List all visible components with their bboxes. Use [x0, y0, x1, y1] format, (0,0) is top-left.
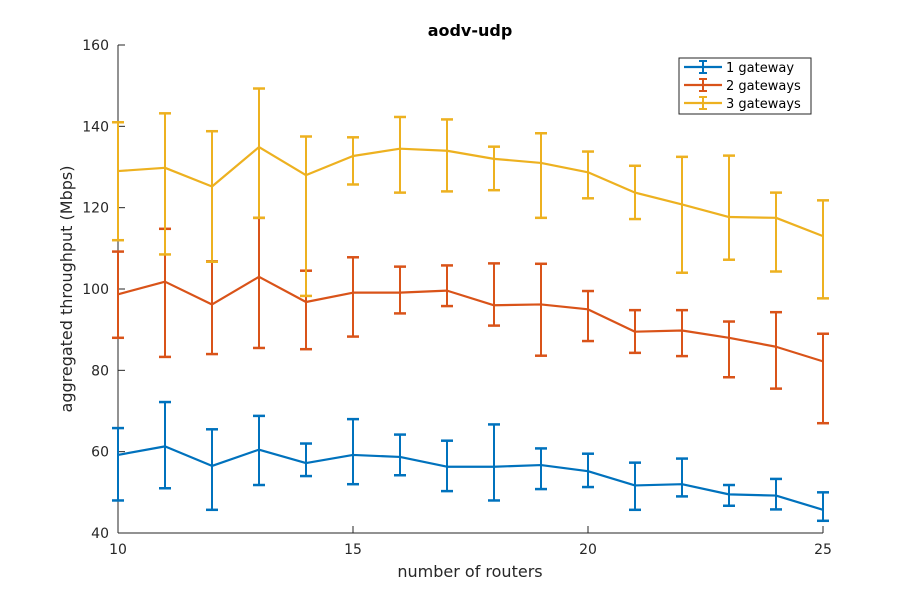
y-tick-label: 40	[91, 526, 109, 542]
series-line-3-gateways	[117, 145, 824, 238]
series-3-gateways	[112, 87, 829, 300]
y-tick-label: 60	[91, 445, 109, 461]
x-tick-label: 10	[109, 542, 127, 558]
series-line-2-gateways	[117, 275, 824, 363]
legend-label-1-gateway: 1 gateway	[726, 61, 794, 76]
y-tick-label: 120	[82, 201, 109, 217]
x-axis-label: number of routers	[397, 562, 542, 581]
series-group	[112, 87, 829, 523]
y-axis-label: aggregated throughput (Mbps)	[57, 166, 76, 413]
series-1-gateway	[112, 400, 829, 523]
legend-entry-3-gateways: 3 gateways	[684, 96, 801, 112]
legend-symbol-3-gateways	[684, 96, 722, 110]
x-tick-label: 25	[814, 542, 832, 558]
x-tick-label: 20	[579, 542, 597, 558]
legend-label-3-gateways: 3 gateways	[726, 97, 801, 112]
legend-symbol-1-gateway	[684, 60, 722, 74]
legend-symbol-2-gateways	[684, 78, 722, 92]
y-tick-label: 80	[91, 363, 109, 379]
legend-entry-1-gateway: 1 gateway	[684, 60, 794, 76]
plot-area	[118, 45, 823, 533]
chart-title: aodv-udp	[428, 21, 513, 40]
y-tick-label: 160	[82, 38, 109, 54]
legend: 1 gateway 2 gateways 3 gateways	[678, 57, 812, 115]
y-tick-label: 100	[82, 282, 109, 298]
legend-label-2-gateways: 2 gateways	[726, 79, 801, 94]
series-2-gateways	[112, 216, 829, 425]
x-tick-label: 15	[344, 542, 362, 558]
y-tick-label: 140	[82, 119, 109, 135]
legend-entry-2-gateways: 2 gateways	[684, 78, 801, 94]
series-line-1-gateway	[117, 445, 824, 511]
